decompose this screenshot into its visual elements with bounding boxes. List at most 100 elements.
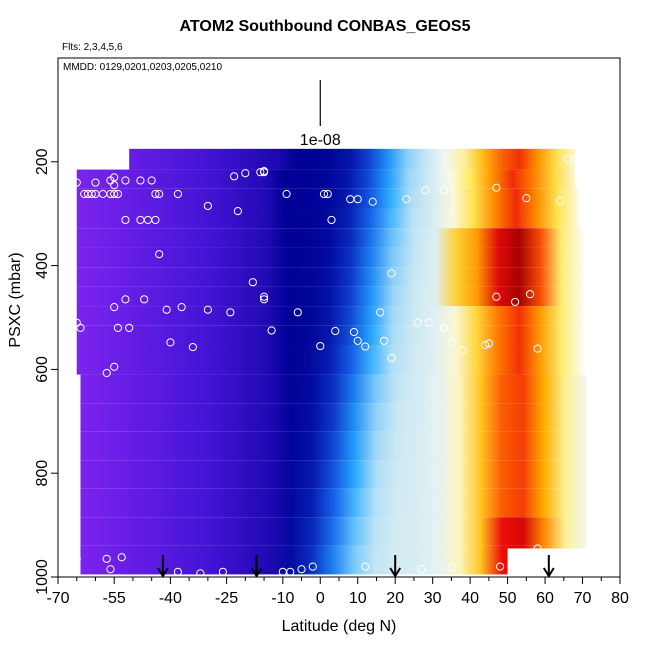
- observation-points: [72, 155, 580, 579]
- observation-point: [319, 189, 329, 199]
- layer-band: [76, 345, 583, 375]
- observation-point: [151, 215, 160, 225]
- observation-point: [496, 562, 505, 571]
- observation-point: [113, 189, 123, 199]
- layer-band: [76, 228, 583, 248]
- observation-point: [110, 303, 119, 312]
- observation-point: [533, 344, 542, 353]
- layer-band: [80, 374, 587, 404]
- latitude-arrow: [157, 555, 169, 578]
- observation-point: [125, 323, 134, 332]
- x-tick-label: -10: [271, 590, 294, 607]
- observation-point: [447, 563, 456, 572]
- observation-point: [229, 172, 239, 181]
- layer-band: [76, 267, 583, 287]
- flights-note: Flts: 2,3,4,5,6: [62, 42, 123, 53]
- y-tick-label: 1000: [34, 559, 51, 595]
- dates-note: MMDD: 0129,0201,0203,0205,0210: [63, 62, 223, 73]
- observation-point: [166, 338, 175, 347]
- latitude-arrow: [250, 555, 263, 578]
- observation-point: [481, 340, 490, 350]
- observation-point: [447, 338, 456, 347]
- observation-point: [155, 250, 164, 259]
- observation-point: [241, 169, 250, 178]
- observation-point: [323, 189, 332, 199]
- latitude-arrow: [389, 555, 402, 578]
- x-axis: -70 -55 -40 -25 -10 0 10 20 30 40 50 60 70 80: [46, 577, 629, 607]
- observation-point: [121, 215, 130, 225]
- observation-point: [136, 176, 145, 185]
- observation-point: [286, 567, 295, 576]
- observation-point: [259, 295, 269, 304]
- observation-point: [102, 368, 111, 378]
- observation-point: [155, 189, 164, 199]
- observation-point: [113, 323, 123, 332]
- observation-point: [110, 173, 119, 182]
- observation-point: [147, 176, 156, 185]
- layer-band: [129, 148, 576, 170]
- y-tick-label: 800: [34, 460, 51, 487]
- layer-band: [76, 325, 583, 346]
- observation-point: [379, 336, 389, 345]
- observation-point: [256, 168, 265, 177]
- observation-point: [72, 178, 81, 187]
- layer-band: [80, 517, 587, 546]
- observation-point: [570, 155, 580, 164]
- observation-point: [331, 326, 340, 336]
- observation-point: [267, 326, 276, 335]
- observation-point: [353, 336, 362, 345]
- observation-point: [203, 305, 212, 314]
- observation-point: [162, 305, 171, 314]
- observation-point: [308, 562, 317, 571]
- observation-point: [248, 278, 257, 287]
- observation-point: [297, 565, 306, 574]
- observation-point: [492, 292, 501, 301]
- observation-point: [110, 189, 119, 199]
- observation-point: [87, 189, 96, 199]
- observation-point: [484, 339, 493, 348]
- observation-point: [259, 167, 269, 176]
- observation-point: [387, 269, 396, 278]
- x-tick-label: -70: [46, 590, 69, 607]
- latitude-arrows: [157, 555, 555, 578]
- observation-point: [218, 567, 227, 576]
- layer-band: [76, 169, 576, 189]
- observation-point: [327, 215, 336, 225]
- observation-point: [226, 308, 235, 317]
- x-tick-label: -55: [103, 590, 126, 607]
- y-tick-label: 600: [34, 356, 51, 383]
- observation-point: [555, 196, 565, 205]
- y-axis-label: PSXC (mbar): [7, 252, 24, 347]
- layer-band: [76, 247, 583, 268]
- layer-band: [76, 306, 583, 326]
- observation-point: [259, 292, 269, 301]
- x-tick-label: 60: [536, 590, 554, 607]
- observation-point: [110, 362, 119, 371]
- observation-point: [316, 341, 325, 351]
- observation-point: [413, 318, 422, 327]
- x-axis-label: Latitude (deg N): [282, 618, 397, 635]
- y-axis: 200 400 600 800 1000: [34, 148, 58, 595]
- observation-point: [376, 308, 385, 317]
- x-tick-label: 20: [386, 590, 404, 607]
- scale-label: 1e-08: [300, 132, 341, 149]
- observation-point: [417, 565, 426, 574]
- observation-point: [173, 189, 182, 199]
- x-tick-label: 50: [499, 590, 517, 607]
- x-tick-label: 10: [349, 590, 367, 607]
- observation-point: [510, 297, 520, 307]
- observation-point: [91, 178, 100, 187]
- x-tick-label: 70: [574, 590, 592, 607]
- observation-point: [349, 327, 359, 337]
- observation-point: [421, 186, 430, 195]
- observation-point: [151, 189, 160, 199]
- observation-point: [117, 553, 126, 562]
- observation-point: [110, 181, 119, 190]
- observation-point: [522, 194, 531, 203]
- observation-point: [458, 346, 467, 355]
- x-tick-label: 40: [461, 590, 479, 607]
- concentration-layers: [76, 148, 587, 577]
- page-title: ATOM2 Southbound CONBAS_GEOS5: [179, 18, 471, 35]
- x-tick-label: -40: [159, 590, 182, 607]
- x-tick-label: 80: [611, 590, 629, 607]
